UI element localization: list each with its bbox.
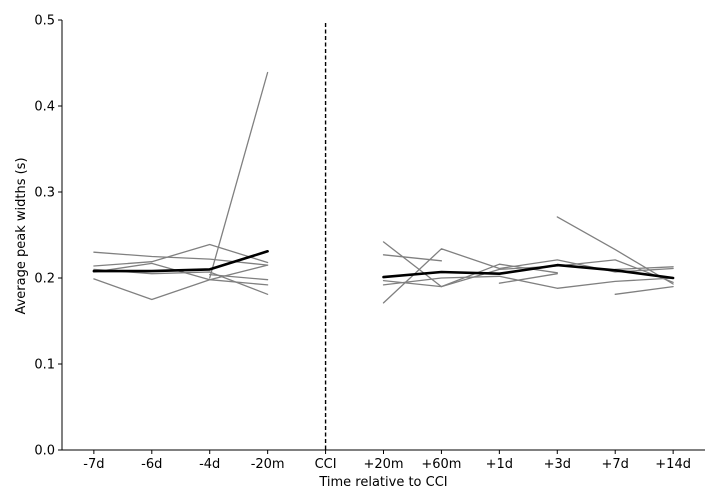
individual-series-line — [498, 273, 558, 284]
x-axis-label: Time relative to CCI — [318, 475, 447, 490]
series-layer — [92, 23, 675, 450]
x-tick-label: +1d — [486, 457, 513, 472]
mean-series-line — [92, 250, 269, 273]
axes-layer: 0.0 0.1 0.2 0.3 0.4 0.5 -7d -6d -4d -20m CCI +20m +6… — [34, 14, 705, 472]
x-tick-label: +3d — [544, 457, 571, 472]
x-tick-label: -6d — [141, 457, 162, 472]
individual-series-line — [93, 264, 269, 301]
x-tick-label: +60m — [421, 457, 461, 472]
individual-series-line — [93, 268, 269, 295]
individual-series-line — [93, 251, 269, 266]
y-tick-label: 0.4 — [34, 100, 55, 115]
x-tick-label: -4d — [199, 457, 220, 472]
y-tick-label: 0.1 — [34, 358, 55, 373]
x-tick-label: +20m — [363, 457, 403, 472]
mean-series-line — [382, 263, 675, 280]
individual-series-line — [382, 254, 443, 262]
x-tick-label: CCI — [315, 457, 337, 472]
individual-series-line — [556, 216, 674, 285]
y-tick-label: 0.0 — [34, 444, 55, 459]
individual-series-line — [382, 259, 674, 288]
x-tick-label: -7d — [83, 457, 104, 472]
individual-series-line — [614, 285, 674, 295]
x-tick-label: +7d — [602, 457, 629, 472]
individual-series-line — [93, 262, 269, 286]
individual-series-line — [614, 266, 674, 271]
individual-series-line — [382, 275, 674, 289]
individual-series-line — [209, 71, 269, 279]
individual-series-line — [93, 243, 269, 267]
y-tick-label: 0.5 — [34, 14, 55, 29]
y-tick-label: 0.3 — [34, 186, 55, 201]
x-tick-label: +14d — [655, 457, 691, 472]
y-axis-label: Average peak widths (s) — [14, 157, 29, 314]
individual-series-line — [209, 273, 269, 281]
y-tick-label: 0.2 — [34, 272, 55, 287]
x-tick-label: -20m — [251, 457, 285, 472]
